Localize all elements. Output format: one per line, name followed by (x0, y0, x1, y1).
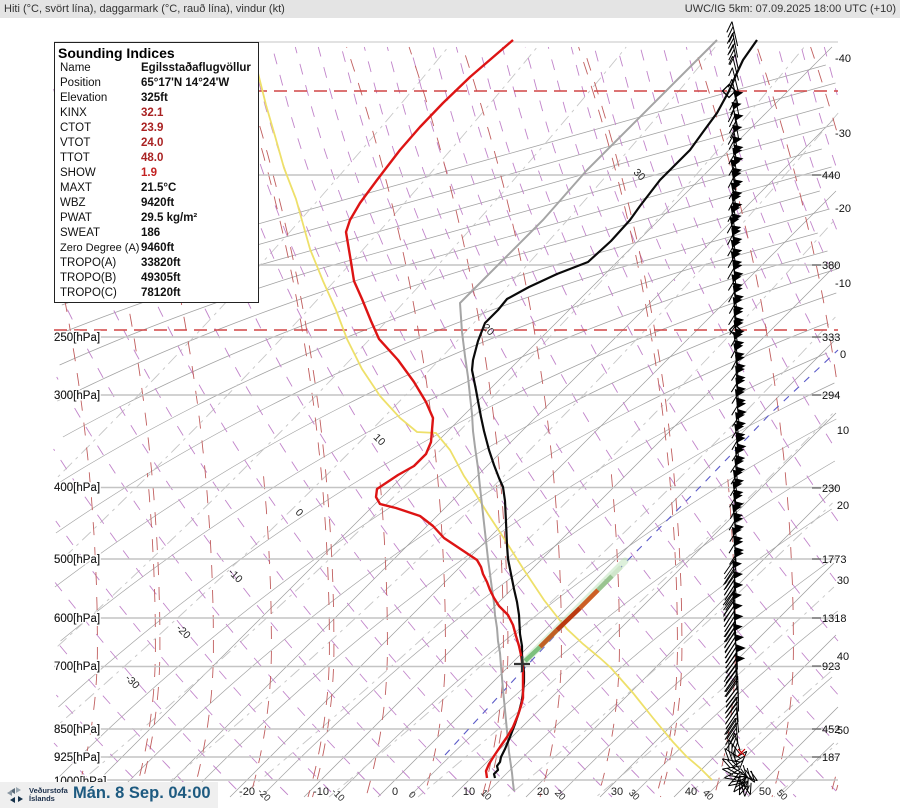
svg-text:300[hPa]: 300[hPa] (54, 390, 100, 402)
svg-text:20: 20 (837, 500, 849, 512)
svg-text:400[hPa]: 400[hPa] (54, 482, 100, 494)
svg-text:40: 40 (685, 786, 697, 798)
svg-text:-30: -30 (123, 672, 142, 691)
svg-text:700[hPa]: 700[hPa] (54, 661, 100, 673)
svg-text:400[hPa]: 400[hPa] (54, 482, 100, 494)
svg-text:10: 10 (463, 786, 475, 798)
svg-text:50: 50 (759, 786, 771, 798)
svg-text:1318: 1318 (822, 613, 846, 625)
svg-text:0: 0 (392, 786, 398, 798)
svg-text:-30: -30 (835, 128, 851, 140)
svg-text:50: 50 (837, 725, 849, 737)
svg-text:250[hPa]: 250[hPa] (54, 332, 100, 344)
svg-text:380: 380 (822, 260, 840, 272)
svg-text:923: 923 (822, 661, 840, 673)
svg-text:300[hPa]: 300[hPa] (54, 390, 100, 402)
svg-text:0: 0 (840, 349, 846, 361)
svg-text:333: 333 (822, 332, 840, 344)
svg-text:40: 40 (700, 788, 715, 803)
svg-text:-20: -20 (239, 786, 255, 798)
svg-text:925[hPa]: 925[hPa] (54, 752, 100, 764)
svg-text:-10: -10 (226, 566, 245, 585)
svg-text:-10: -10 (313, 786, 329, 798)
svg-text:-10: -10 (835, 278, 851, 290)
svg-text:-20: -20 (835, 203, 851, 215)
svg-text:50: 50 (774, 788, 789, 803)
svg-text:250[hPa]: 250[hPa] (54, 332, 100, 344)
svg-text:700[hPa]: 700[hPa] (54, 661, 100, 673)
svg-text:-40: -40 (835, 53, 851, 65)
svg-text:20: 20 (480, 322, 497, 339)
svg-text:20: 20 (552, 788, 567, 803)
svg-text:850[hPa]: 850[hPa] (54, 724, 100, 736)
svg-text:0: 0 (406, 789, 418, 801)
svg-text:500[hPa]: 500[hPa] (54, 554, 100, 566)
svg-text:40: 40 (837, 651, 849, 663)
svg-text:0: 0 (293, 507, 306, 520)
svg-text:850[hPa]: 850[hPa] (54, 724, 100, 736)
svg-text:187: 187 (822, 752, 840, 764)
svg-text:-20: -20 (174, 622, 193, 641)
svg-text:452: 452 (822, 724, 840, 736)
svg-text:1773: 1773 (822, 554, 846, 566)
svg-text:-10: -10 (329, 786, 346, 803)
svg-text:500[hPa]: 500[hPa] (54, 554, 100, 566)
svg-text:230: 230 (822, 483, 840, 495)
svg-text:20: 20 (537, 786, 549, 798)
svg-text:440: 440 (822, 170, 840, 182)
svg-text:10: 10 (478, 788, 493, 803)
svg-text:-20: -20 (255, 786, 272, 803)
svg-text:294: 294 (822, 390, 840, 402)
svg-text:600[hPa]: 600[hPa] (54, 613, 100, 625)
svg-text:30: 30 (626, 788, 641, 803)
svg-text:10: 10 (837, 425, 849, 437)
svg-text:30: 30 (611, 786, 623, 798)
svg-text:925[hPa]: 925[hPa] (54, 752, 100, 764)
svg-text:600[hPa]: 600[hPa] (54, 613, 100, 625)
svg-text:30: 30 (837, 575, 849, 587)
